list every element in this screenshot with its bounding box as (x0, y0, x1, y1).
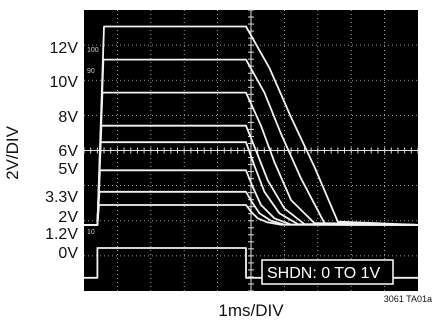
screen-mark-90: 90 (87, 68, 95, 75)
shdn-annotation: SHDN: 0 TO 1V (267, 265, 381, 282)
screen-mark-10: 10 (87, 229, 95, 236)
x-axis-title: 1ms/DIV (218, 301, 284, 320)
figure-id: 3061 TA01a (384, 294, 432, 304)
y-tick-8v: 8V (58, 109, 78, 126)
y-tick-3-3v: 3.3V (45, 189, 78, 206)
annotation-box (261, 259, 394, 285)
scope-graticule (83, 9, 419, 292)
y-tick-10v: 10V (50, 74, 79, 91)
y-tick-0v: 0V (58, 245, 78, 262)
y-tick-12v: 12V (50, 40, 79, 57)
y-tick-1-2v: 1.2V (45, 226, 78, 243)
y-tick-6v: 6V (58, 143, 78, 160)
trace-1-2v (84, 204, 419, 226)
y-tick-2v: 2V (58, 209, 78, 226)
y-tick-5v: 5V (58, 161, 78, 178)
y-axis-title: 2V/DIV (3, 125, 22, 180)
screen-mark-100: 100 (87, 47, 99, 54)
